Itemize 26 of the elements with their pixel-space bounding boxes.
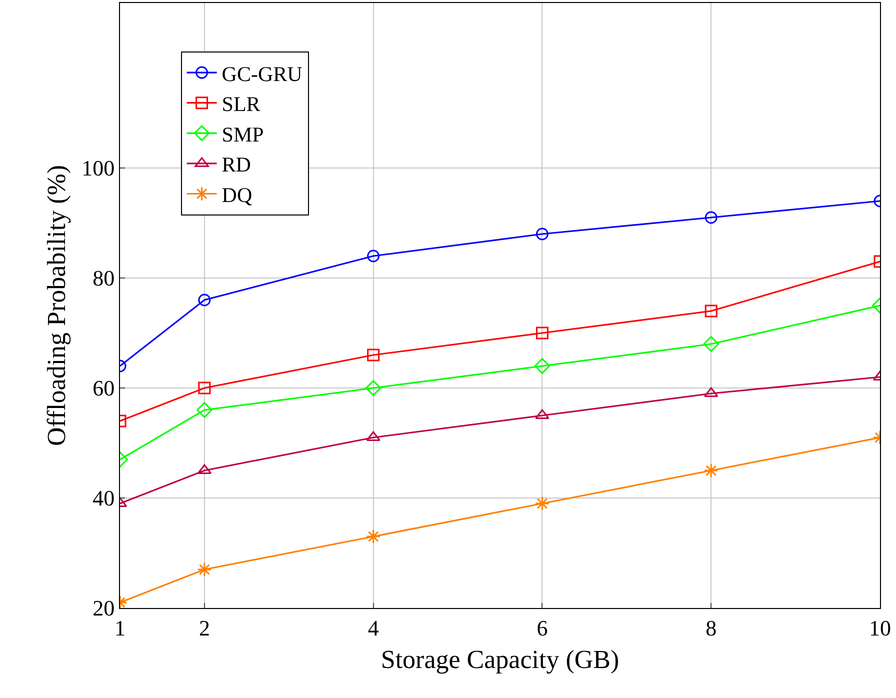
y-tick-label: 100 xyxy=(82,156,115,181)
point xyxy=(534,358,550,374)
y-tick-label: 40 xyxy=(92,486,115,511)
point xyxy=(367,250,380,262)
x-tick-label: 1 xyxy=(114,615,126,640)
legend-label: DQ xyxy=(222,182,252,207)
y-tick-label: 60 xyxy=(92,376,115,401)
point xyxy=(367,348,380,362)
point xyxy=(536,228,548,240)
y-tick-label: 80 xyxy=(92,266,115,291)
point xyxy=(366,529,381,544)
x-tick-label: 4 xyxy=(368,615,379,640)
x-tick-label: 10 xyxy=(869,615,891,640)
legend-label: SMP xyxy=(222,122,264,146)
x-axis-title: Storage Capacity (GB) xyxy=(380,645,620,674)
legend-label: SLR xyxy=(222,92,260,116)
y-axis-title: Offloading Probability (%) xyxy=(42,164,71,446)
x-tick-label: 6 xyxy=(536,615,548,640)
x-tick-label: 8 xyxy=(706,615,717,640)
point xyxy=(365,380,382,396)
point xyxy=(536,326,548,340)
x-tick-label: 2 xyxy=(198,615,210,640)
y-tick-label: 20 xyxy=(92,596,115,621)
legend-label: RD xyxy=(222,152,251,177)
legend-label: GC-GRU xyxy=(222,62,302,86)
point xyxy=(534,496,550,511)
